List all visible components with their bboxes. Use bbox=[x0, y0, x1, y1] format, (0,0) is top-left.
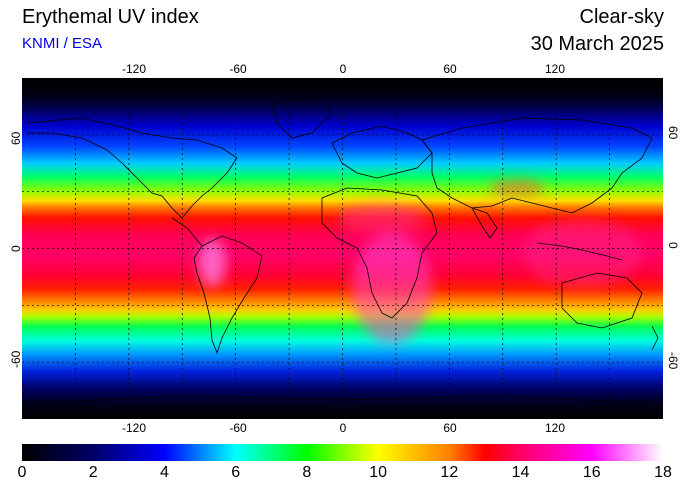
lat-tick-right: 0 bbox=[666, 242, 680, 249]
date-label: 30 March 2025 bbox=[530, 33, 664, 55]
coast-north-america bbox=[26, 117, 238, 219]
coast-new-zealand bbox=[651, 325, 659, 351]
colorbar-tick-label: 12 bbox=[440, 464, 459, 481]
coast-south-america bbox=[193, 235, 263, 355]
lon-tick-bottom: -60 bbox=[229, 421, 247, 435]
lon-tick-top: -60 bbox=[229, 62, 247, 76]
coast-india bbox=[471, 207, 498, 239]
hotspot-maritime-continent bbox=[522, 218, 642, 288]
coast-europe bbox=[331, 125, 433, 179]
hotspot-africa bbox=[352, 233, 432, 343]
lon-tick-top: 0 bbox=[339, 62, 347, 76]
colorbar-tick-label: 2 bbox=[88, 464, 98, 481]
colorbar-tick-label: 10 bbox=[369, 464, 388, 481]
colorbar-tick-label: 4 bbox=[159, 464, 169, 481]
sky-condition-label: Clear-sky bbox=[579, 6, 664, 28]
source-label: KNMI / ESA bbox=[22, 35, 103, 52]
map-title: Erythemal UV index bbox=[22, 6, 199, 28]
map-canvas bbox=[22, 78, 663, 419]
lon-tick-top: 120 bbox=[544, 62, 566, 76]
lat-tick-right: -60 bbox=[666, 352, 680, 370]
lon-tick-bottom: 120 bbox=[544, 421, 566, 435]
hotspot-sahara bbox=[337, 204, 427, 232]
colorbar-tick-label: 14 bbox=[511, 464, 530, 481]
lon-tick-bottom: 60 bbox=[443, 421, 457, 435]
coast-greenland bbox=[271, 97, 333, 139]
uv-hotspots bbox=[198, 180, 642, 343]
lon-tick-bottom: 0 bbox=[339, 421, 347, 435]
lat-tick-left: 0 bbox=[9, 245, 23, 252]
lat-tick-left: -60 bbox=[9, 350, 23, 368]
lon-tick-top: -120 bbox=[121, 62, 147, 76]
hotspot-tibet bbox=[489, 180, 545, 196]
graticule bbox=[22, 78, 663, 419]
colorbar-tick-label: 8 bbox=[302, 464, 312, 481]
lon-tick-bottom: -120 bbox=[121, 421, 147, 435]
coast-indonesia bbox=[536, 242, 623, 261]
colorbar-fill bbox=[22, 444, 663, 461]
uv-colorbar bbox=[22, 444, 663, 461]
colorbar-tick-label: 18 bbox=[654, 464, 672, 481]
colorbar-tick-label: 0 bbox=[17, 464, 27, 481]
lat-tick-right: 60 bbox=[666, 126, 680, 140]
uv-index-map bbox=[22, 78, 663, 419]
lat-tick-left: 60 bbox=[9, 131, 23, 145]
coast-africa bbox=[321, 187, 438, 319]
colorbar-tick-label: 6 bbox=[231, 464, 241, 481]
colorbar-tick-label: 16 bbox=[582, 464, 601, 481]
lon-tick-top: 60 bbox=[443, 62, 457, 76]
coast-central-america bbox=[171, 217, 203, 247]
coast-australia bbox=[561, 272, 643, 329]
hotspot-andes bbox=[198, 239, 226, 287]
